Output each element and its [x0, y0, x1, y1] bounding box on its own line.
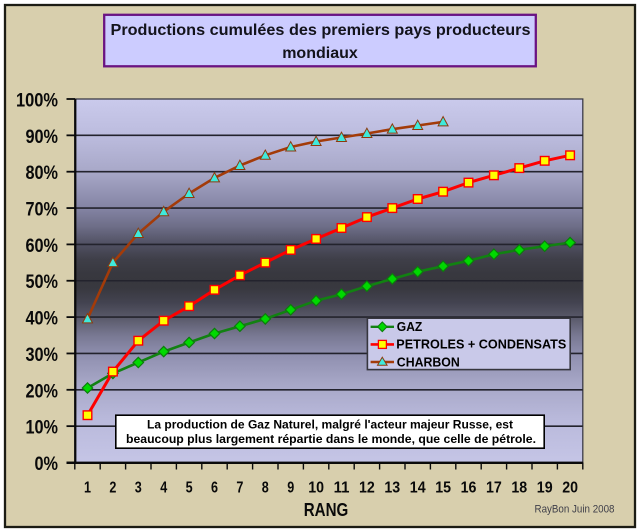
svg-text:0%: 0%	[35, 454, 59, 475]
svg-text:CHARBON: CHARBON	[397, 355, 460, 369]
svg-text:Productions cumulées des prem: Productions cumulées des premiers pays p…	[111, 21, 531, 39]
svg-text:15: 15	[435, 480, 451, 497]
svg-text:PETROLES + CONDENSATS: PETROLES + CONDENSATS	[396, 338, 566, 352]
svg-text:7: 7	[236, 480, 243, 497]
svg-text:19: 19	[537, 480, 553, 497]
svg-text:14: 14	[410, 480, 426, 497]
svg-text:La production de Gaz Naturel,: La production de Gaz Naturel, malgré l'a…	[147, 418, 513, 432]
svg-text:60%: 60%	[26, 236, 59, 257]
svg-text:100%: 100%	[16, 91, 58, 112]
svg-text:17: 17	[486, 480, 502, 497]
svg-text:10: 10	[308, 480, 324, 497]
svg-text:6: 6	[211, 480, 218, 497]
svg-text:40%: 40%	[26, 309, 59, 330]
svg-text:11: 11	[334, 480, 350, 497]
svg-text:GAZ: GAZ	[397, 320, 423, 334]
svg-text:80%: 80%	[26, 163, 59, 184]
svg-text:beaucoup plus largement répart: beaucoup plus largement répartie dans le…	[126, 432, 536, 446]
svg-text:1: 1	[84, 480, 91, 497]
svg-text:9: 9	[287, 480, 294, 497]
svg-text:2: 2	[109, 480, 116, 497]
svg-text:12: 12	[359, 480, 375, 497]
svg-text:3: 3	[135, 480, 142, 497]
svg-text:RANG: RANG	[304, 500, 349, 520]
svg-text:RayBon Juin 2008: RayBon Juin 2008	[535, 503, 615, 515]
svg-text:4: 4	[160, 480, 167, 497]
svg-text:13: 13	[384, 480, 400, 497]
svg-text:18: 18	[511, 480, 527, 497]
svg-text:90%: 90%	[26, 127, 59, 148]
svg-text:20%: 20%	[26, 381, 59, 402]
svg-text:50%: 50%	[26, 272, 59, 293]
svg-text:10%: 10%	[26, 418, 59, 439]
svg-text:16: 16	[461, 480, 477, 497]
svg-text:70%: 70%	[26, 200, 59, 221]
svg-text:30%: 30%	[26, 345, 59, 366]
svg-text:mondiaux: mondiaux	[282, 44, 358, 62]
svg-text:20: 20	[562, 480, 578, 497]
svg-text:8: 8	[262, 480, 269, 497]
svg-text:5: 5	[186, 480, 193, 497]
